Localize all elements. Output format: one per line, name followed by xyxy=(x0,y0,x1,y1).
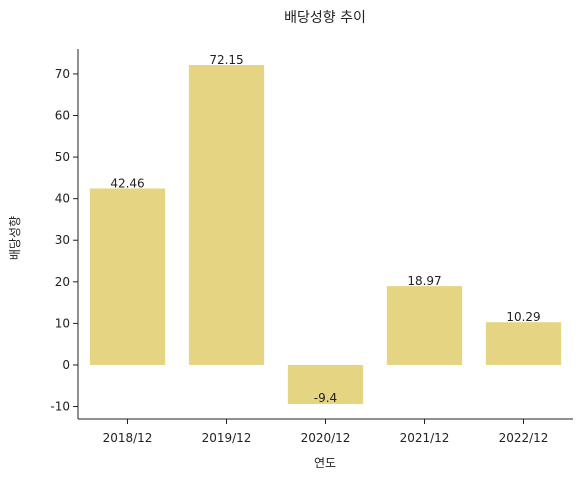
y-tick-label: 60 xyxy=(55,109,70,123)
x-tick-labels: 2018/12 2019/12 2020/12 2021/12 2022/12 xyxy=(103,431,549,445)
x-tick-label: 2022/12 xyxy=(499,431,549,445)
bar-2022-12 xyxy=(485,322,562,365)
y-tick-labels: -10 0 10 20 30 40 50 60 70 xyxy=(50,67,70,414)
y-tick-label: 20 xyxy=(55,275,70,289)
value-label: 18.97 xyxy=(407,274,441,288)
x-tick-label: 2021/12 xyxy=(400,431,450,445)
bar-2021-12 xyxy=(386,286,463,365)
x-tick-label: 2018/12 xyxy=(103,431,153,445)
value-label: 72.15 xyxy=(209,53,243,67)
value-labels: 42.46 72.15 -9.4 18.97 10.29 xyxy=(110,53,540,405)
y-tick-label: 10 xyxy=(55,316,70,330)
x-tick-label: 2020/12 xyxy=(301,431,351,445)
chart-title: 배당성향 추이 xyxy=(284,10,366,26)
bar-2019-12 xyxy=(188,65,265,365)
value-label: -9.4 xyxy=(314,391,337,405)
value-label: 42.46 xyxy=(110,176,144,190)
bar-2020-12 xyxy=(287,364,364,405)
y-tick-label: 70 xyxy=(55,67,70,81)
y-tick-label: 50 xyxy=(55,150,70,164)
y-tick-label: -10 xyxy=(50,400,70,414)
y-tick-label: 40 xyxy=(55,192,70,206)
value-label: 10.29 xyxy=(506,310,540,324)
bars-group xyxy=(89,65,562,405)
bar-2018-12 xyxy=(89,188,166,365)
x-axis-label: 연도 xyxy=(314,456,336,470)
y-tick-label: 0 xyxy=(62,358,70,372)
y-axis-label: 배당성향 xyxy=(8,216,22,260)
x-tick-label: 2019/12 xyxy=(202,431,252,445)
y-tick-label: 30 xyxy=(55,233,70,247)
